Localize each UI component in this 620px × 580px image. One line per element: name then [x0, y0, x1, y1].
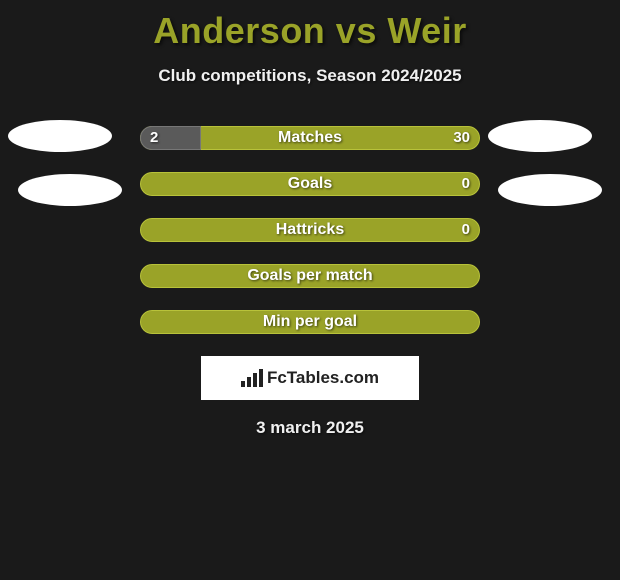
stat-label: Hattricks — [140, 218, 480, 242]
stat-row: 2 Matches 30 — [140, 126, 480, 150]
stat-label: Goals — [140, 172, 480, 196]
stat-label: Matches — [140, 126, 480, 150]
brand-text: FcTables.com — [267, 368, 379, 388]
page-title: Anderson vs Weir — [0, 0, 620, 52]
stat-right-value: 0 — [462, 172, 470, 196]
brand-box: FcTables.com — [201, 356, 419, 400]
stat-label: Goals per match — [140, 264, 480, 288]
stat-row: Min per goal — [140, 310, 480, 334]
footer-date: 3 march 2025 — [0, 418, 620, 438]
stats-container: 2 Matches 30 Goals 0 Hattricks 0 Goals p… — [0, 126, 620, 334]
brand-logo: FcTables.com — [241, 368, 379, 388]
page-subtitle: Club competitions, Season 2024/2025 — [0, 66, 620, 86]
stat-row: Goals per match — [140, 264, 480, 288]
stat-row: Goals 0 — [140, 172, 480, 196]
stat-right-value: 30 — [453, 126, 470, 150]
stat-right-value: 0 — [462, 218, 470, 242]
bars-icon — [241, 369, 263, 387]
stat-row: Hattricks 0 — [140, 218, 480, 242]
stat-label: Min per goal — [140, 310, 480, 334]
